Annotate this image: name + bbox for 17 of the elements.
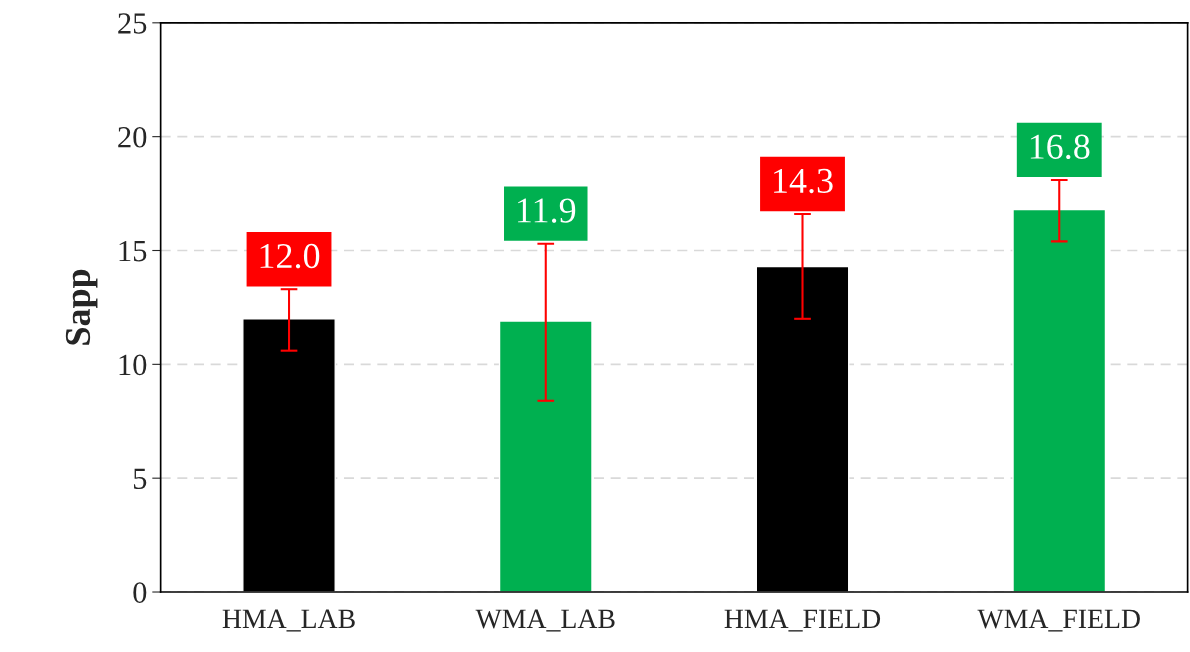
data-label: 14.3	[774, 168, 833, 194]
data-label: 11.9	[518, 198, 576, 223]
y-tick-label: 10	[119, 354, 147, 376]
x-tick-label: HMA_FIELD	[724, 609, 881, 632]
bar	[1012, 208, 1107, 593]
y-tick-label: 15	[119, 240, 147, 262]
data-label: 12.0	[260, 243, 320, 269]
data-label: 16.8	[1030, 134, 1090, 160]
y-tick-label: 25	[118, 13, 147, 34]
x-tick-label: HMA_LAB	[222, 609, 355, 632]
x-tick-label: WMA_FIELD	[977, 609, 1140, 632]
x-tick-label: WMA_LAB	[475, 609, 615, 632]
y-tick-label: 20	[118, 126, 147, 148]
bar	[498, 320, 593, 593]
y-tick-label: 0	[133, 582, 147, 603]
y-tick-label: 5	[133, 468, 147, 490]
y-axis-title: Sapp	[65, 269, 98, 345]
